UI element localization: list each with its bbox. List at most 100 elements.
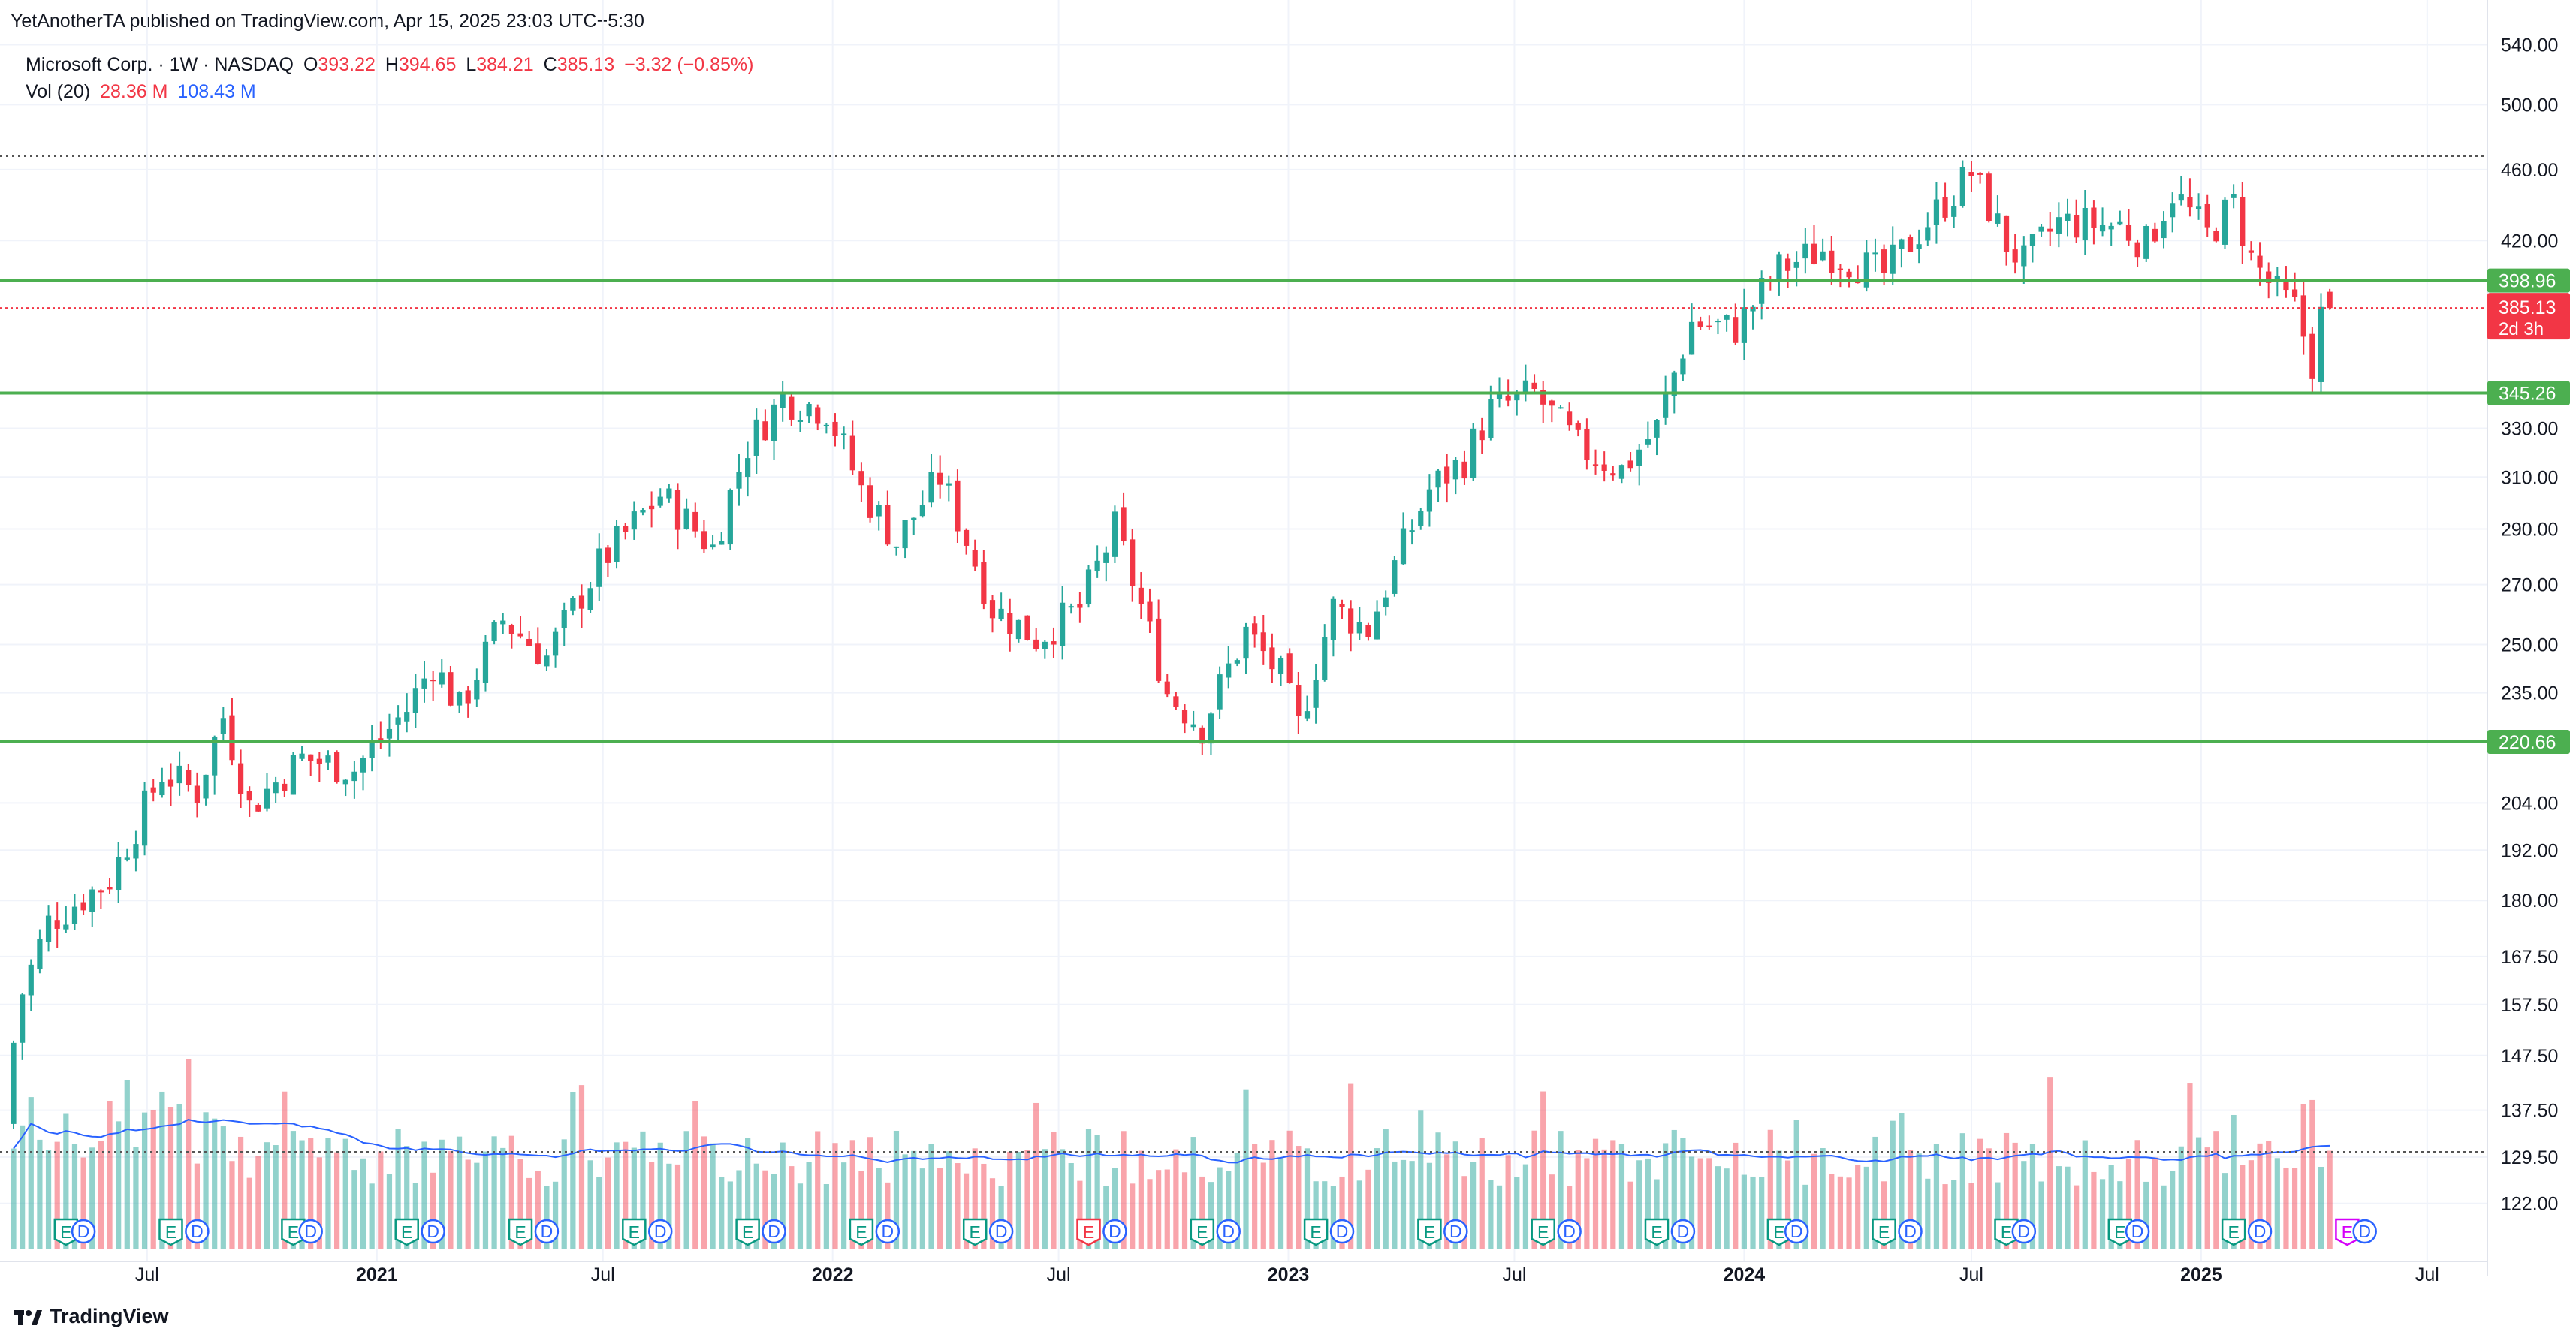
volume-bar: [946, 1151, 952, 1249]
volume-bar: [2231, 1114, 2237, 1249]
candle-body: [552, 631, 559, 656]
volume-bar: [937, 1168, 943, 1249]
volume-bar: [2134, 1140, 2140, 1249]
volume-bar: [2038, 1181, 2044, 1249]
candle-body: [220, 718, 226, 734]
candle-body: [2178, 194, 2184, 201]
candle-body: [710, 544, 716, 548]
level-label: 345.26: [2499, 384, 2556, 405]
volume-bar: [1112, 1168, 1118, 1249]
volume-bar: [797, 1183, 804, 1249]
volume-bar: [1226, 1171, 1232, 1249]
candle-body: [683, 508, 689, 529]
horizontal-levels[interactable]: [0, 155, 2487, 1153]
candle-body: [2318, 306, 2324, 382]
candle-body: [849, 435, 855, 471]
volume-bar: [1907, 1150, 1914, 1249]
candle-body: [2056, 217, 2062, 234]
candle-body: [107, 887, 113, 890]
time-tick-label: 2023: [1268, 1264, 1310, 1285]
tradingview-logo-icon: [14, 1310, 42, 1325]
earnings-badge-shape: [735, 1218, 760, 1246]
dividend-marker: D: [1329, 1219, 1355, 1244]
candle-body: [1094, 560, 1100, 572]
candle-body: [1374, 611, 1380, 640]
candle-body: [2065, 213, 2071, 221]
candle-body: [2117, 221, 2123, 225]
candle-body: [1907, 237, 1914, 252]
volume-bar: [1645, 1158, 1651, 1249]
candle-body: [1688, 321, 1695, 355]
candle-body: [1837, 268, 1844, 270]
volume-bar: [1618, 1144, 1625, 1249]
volume-bar: [20, 1125, 26, 1249]
dividend-marker: D: [2011, 1219, 2037, 1244]
legend-symbol[interactable]: Microsoft Corp. · 1W · NASDAQ: [26, 54, 294, 75]
dividend-badge-shape: [1216, 1219, 1241, 1244]
legend-vol-label[interactable]: Vol (20): [26, 81, 91, 102]
candle-body: [1584, 429, 1590, 460]
dividend-badge-shape: [1102, 1219, 1127, 1244]
volume-bar: [1121, 1131, 1127, 1249]
dividend-letter: D: [191, 1222, 204, 1241]
volume-bar: [167, 1107, 174, 1249]
candle-body: [1059, 602, 1066, 646]
earnings-marker: E: [1994, 1218, 2019, 1246]
volume-bar: [421, 1141, 427, 1249]
earnings-marker: E: [1644, 1218, 1670, 1246]
tradingview-brand[interactable]: TradingView: [14, 1305, 169, 1328]
price-axis[interactable]: 540.00 500.00 460.00 420.00 330.00 310.00 290.…: [2487, 35, 2570, 1215]
earnings-letter: E: [514, 1222, 526, 1242]
candle-body: [1208, 713, 1214, 744]
volume-bar: [867, 1137, 873, 1249]
volume-bar: [2187, 1083, 2193, 1249]
candle-body: [1426, 489, 1433, 512]
volume-bar: [412, 1183, 418, 1249]
volume-bar: [2029, 1144, 2036, 1249]
candle-body: [1601, 464, 1607, 471]
volume-bar: [771, 1174, 777, 1249]
dividend-letter: D: [1222, 1222, 1235, 1241]
candle-body: [1304, 711, 1311, 719]
volume-bar: [1444, 1154, 1450, 1249]
volume-bar: [1181, 1172, 1188, 1249]
volume-bar: [1042, 1149, 1048, 1249]
volume-bar: [2082, 1140, 2088, 1249]
volume-bar: [893, 1130, 900, 1249]
volume-bar: [316, 1157, 322, 1249]
earnings-letter: E: [1424, 1222, 1435, 1242]
volume-bar: [526, 1177, 532, 1249]
time-axis[interactable]: Jul 2021 Jul 2022 Jul 2023 Jul 2024 Jul 2025 Jul: [135, 1264, 2439, 1285]
dividend-letter: D: [1790, 1222, 1803, 1241]
dividend-badge-shape: [875, 1219, 900, 1244]
dividend-marker: D: [2247, 1219, 2273, 1244]
candle-body: [919, 505, 925, 517]
volume-ma-line: [13, 1119, 2330, 1164]
candle-body: [2283, 280, 2289, 291]
candle-body: [308, 754, 314, 761]
candle-body: [1733, 317, 1739, 343]
volume-bar: [1784, 1160, 1791, 1249]
volume-bar: [1584, 1158, 1590, 1249]
candle-body: [1863, 252, 1869, 288]
volume-bar: [1846, 1177, 1852, 1249]
candle-body: [1671, 372, 1677, 396]
candle-body: [448, 672, 454, 706]
candle-body: [2108, 225, 2114, 230]
volume-bar: [2300, 1104, 2306, 1249]
candle-body: [789, 396, 795, 420]
candle-body: [2257, 255, 2263, 268]
volume-bar: [1356, 1180, 1362, 1249]
volume-bar: [885, 1182, 891, 1249]
volume-bar: [815, 1131, 821, 1249]
volume-bar: [955, 1163, 961, 1249]
candle-body: [1549, 400, 1555, 406]
candle-body: [640, 510, 646, 513]
volume-bar: [2291, 1168, 2298, 1249]
volume-bar: [1802, 1184, 1808, 1249]
dividend-badge-shape: [421, 1219, 445, 1244]
dividend-marker: D: [1216, 1219, 1241, 1244]
earnings-badge-shape: [962, 1218, 988, 1246]
